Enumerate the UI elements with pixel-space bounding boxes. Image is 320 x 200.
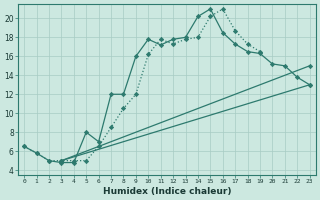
X-axis label: Humidex (Indice chaleur): Humidex (Indice chaleur) [103, 187, 231, 196]
